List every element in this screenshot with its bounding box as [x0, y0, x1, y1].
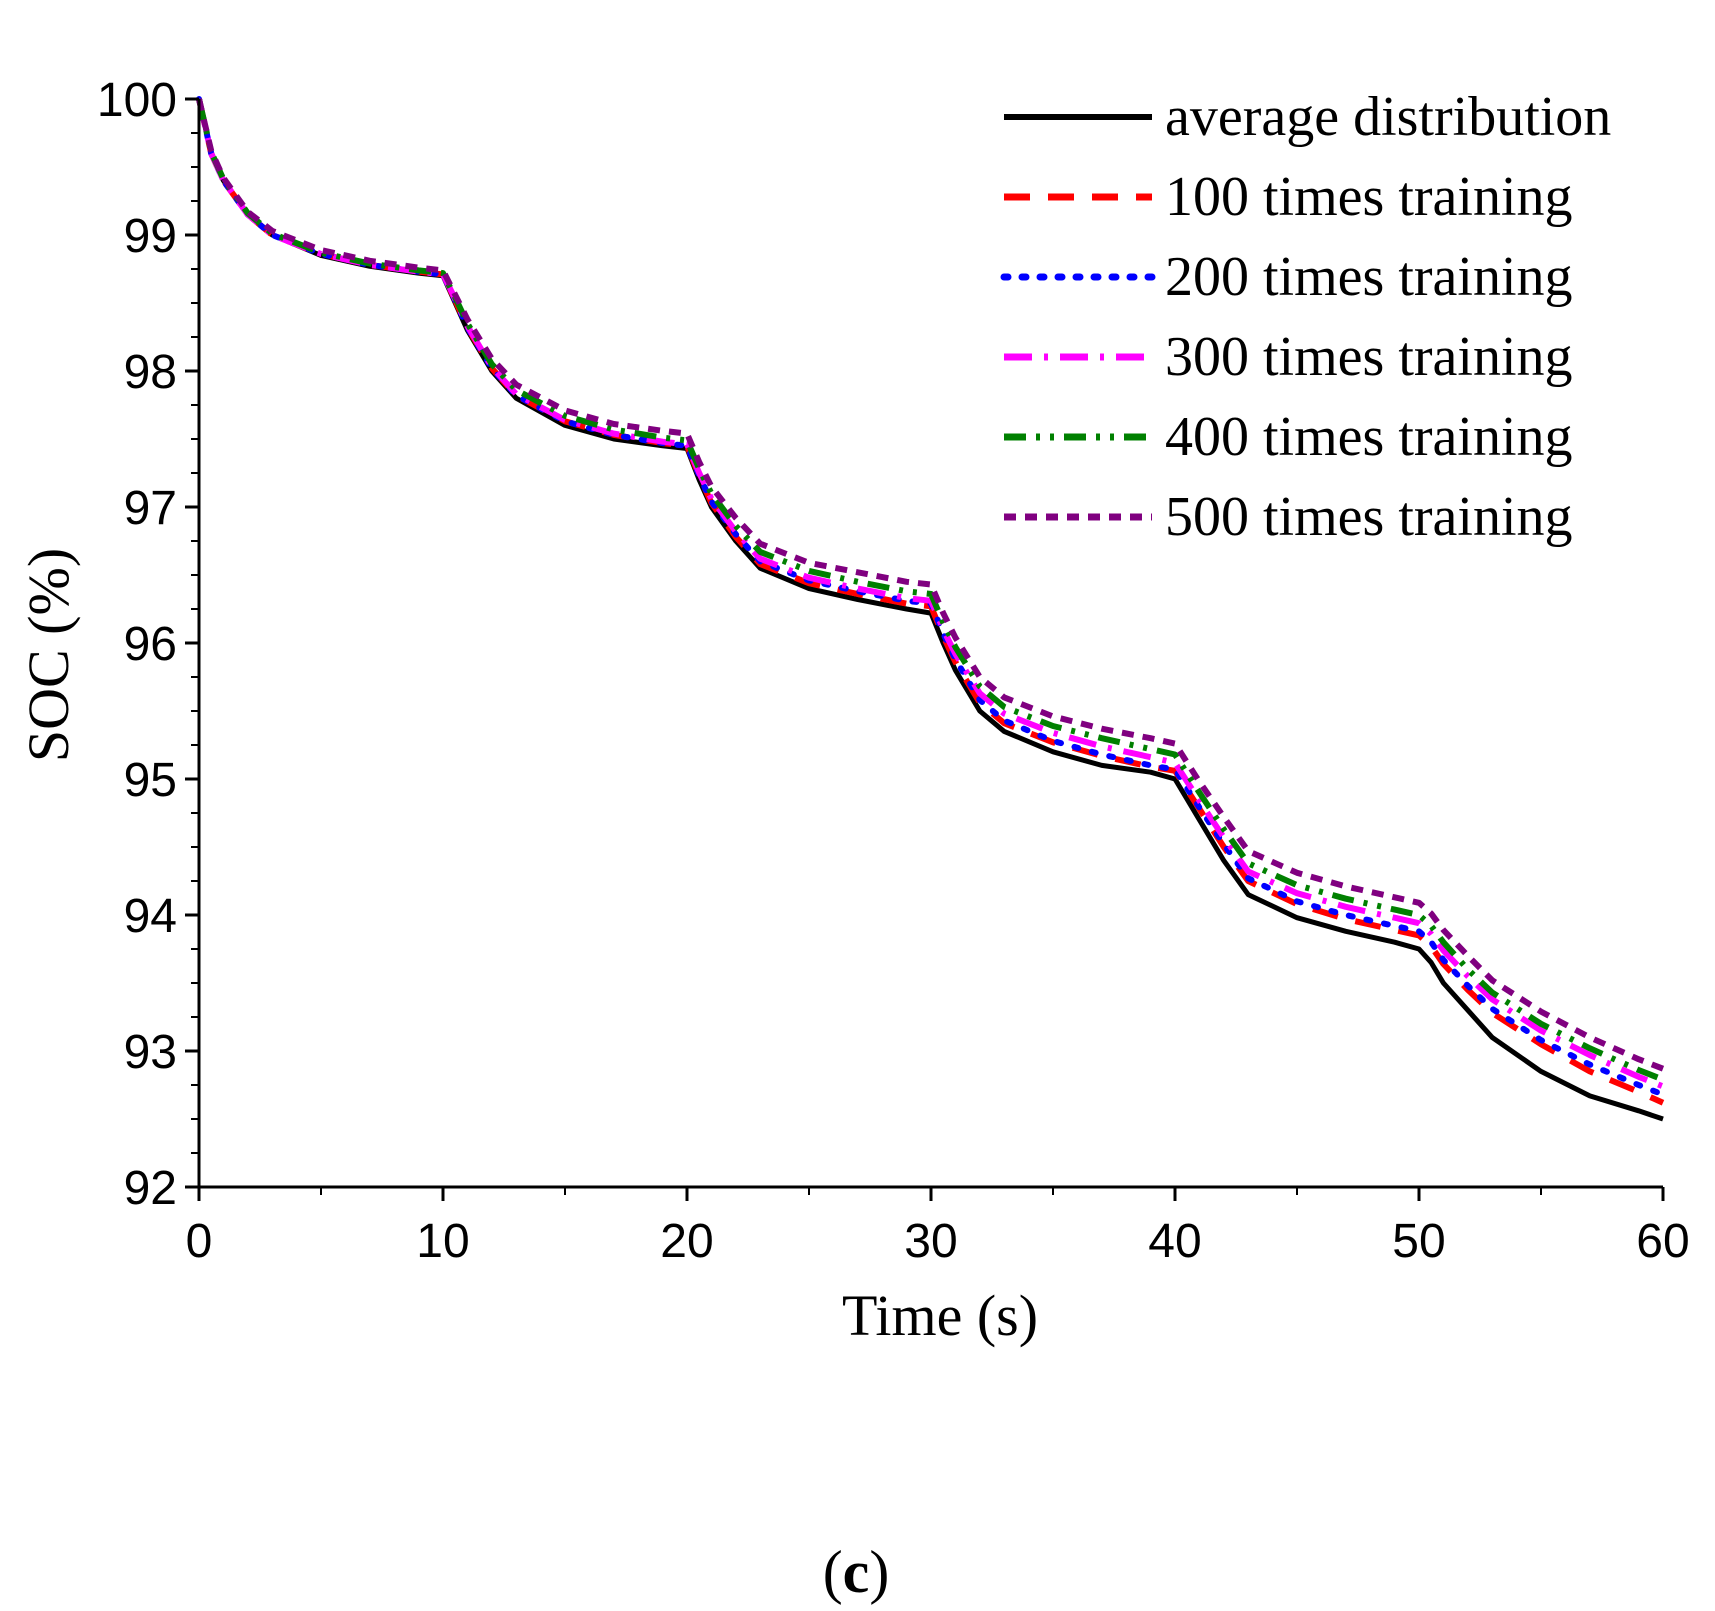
ticks: 0 10 20 30 40 50 60 92 93 94 95 96 97 98 99 100	[97, 74, 1690, 1268]
plot-lines	[196, 96, 1666, 1122]
y-tick-label: 100	[97, 74, 177, 127]
legend-label: 500 times training	[1165, 486, 1573, 548]
caption-letter: c	[843, 1539, 870, 1605]
x-tick-label: 60	[1636, 1215, 1689, 1268]
x-tick-label: 40	[1148, 1215, 1201, 1268]
legend-label: 200 times training	[1165, 246, 1573, 308]
x-tick-label: 0	[186, 1215, 213, 1268]
legend-label: 400 times training	[1165, 406, 1573, 468]
y-tick-label: 95	[124, 754, 177, 807]
x-axis-title: Time (s)	[842, 1283, 1038, 1348]
y-tick-label: 98	[124, 346, 177, 399]
y-tick-label: 99	[124, 210, 177, 263]
y-axis-title: SOC (%)	[16, 548, 81, 762]
x-tick-label: 20	[660, 1215, 713, 1268]
x-tick-label: 10	[416, 1215, 469, 1268]
caption-open-paren: (	[823, 1539, 843, 1605]
x-tick-label: 50	[1392, 1215, 1445, 1268]
x-tick-label: 30	[904, 1215, 957, 1268]
legend-label: 300 times training	[1165, 326, 1573, 388]
figure-caption: (c)	[823, 1539, 890, 1605]
y-tick-label: 92	[124, 1162, 177, 1215]
caption-close-paren: )	[869, 1539, 889, 1605]
y-tick-label: 93	[124, 1026, 177, 1079]
y-tick-label: 94	[124, 890, 177, 943]
series-line	[196, 98, 1665, 1072]
y-tick-label: 97	[124, 482, 177, 535]
legend: average distribution 100 times training 20…	[1000, 86, 1611, 548]
legend-label: 100 times training	[1165, 166, 1573, 228]
y-tick-label: 96	[124, 618, 177, 671]
legend-label: average distribution	[1165, 86, 1611, 148]
series-line	[196, 98, 1665, 1083]
